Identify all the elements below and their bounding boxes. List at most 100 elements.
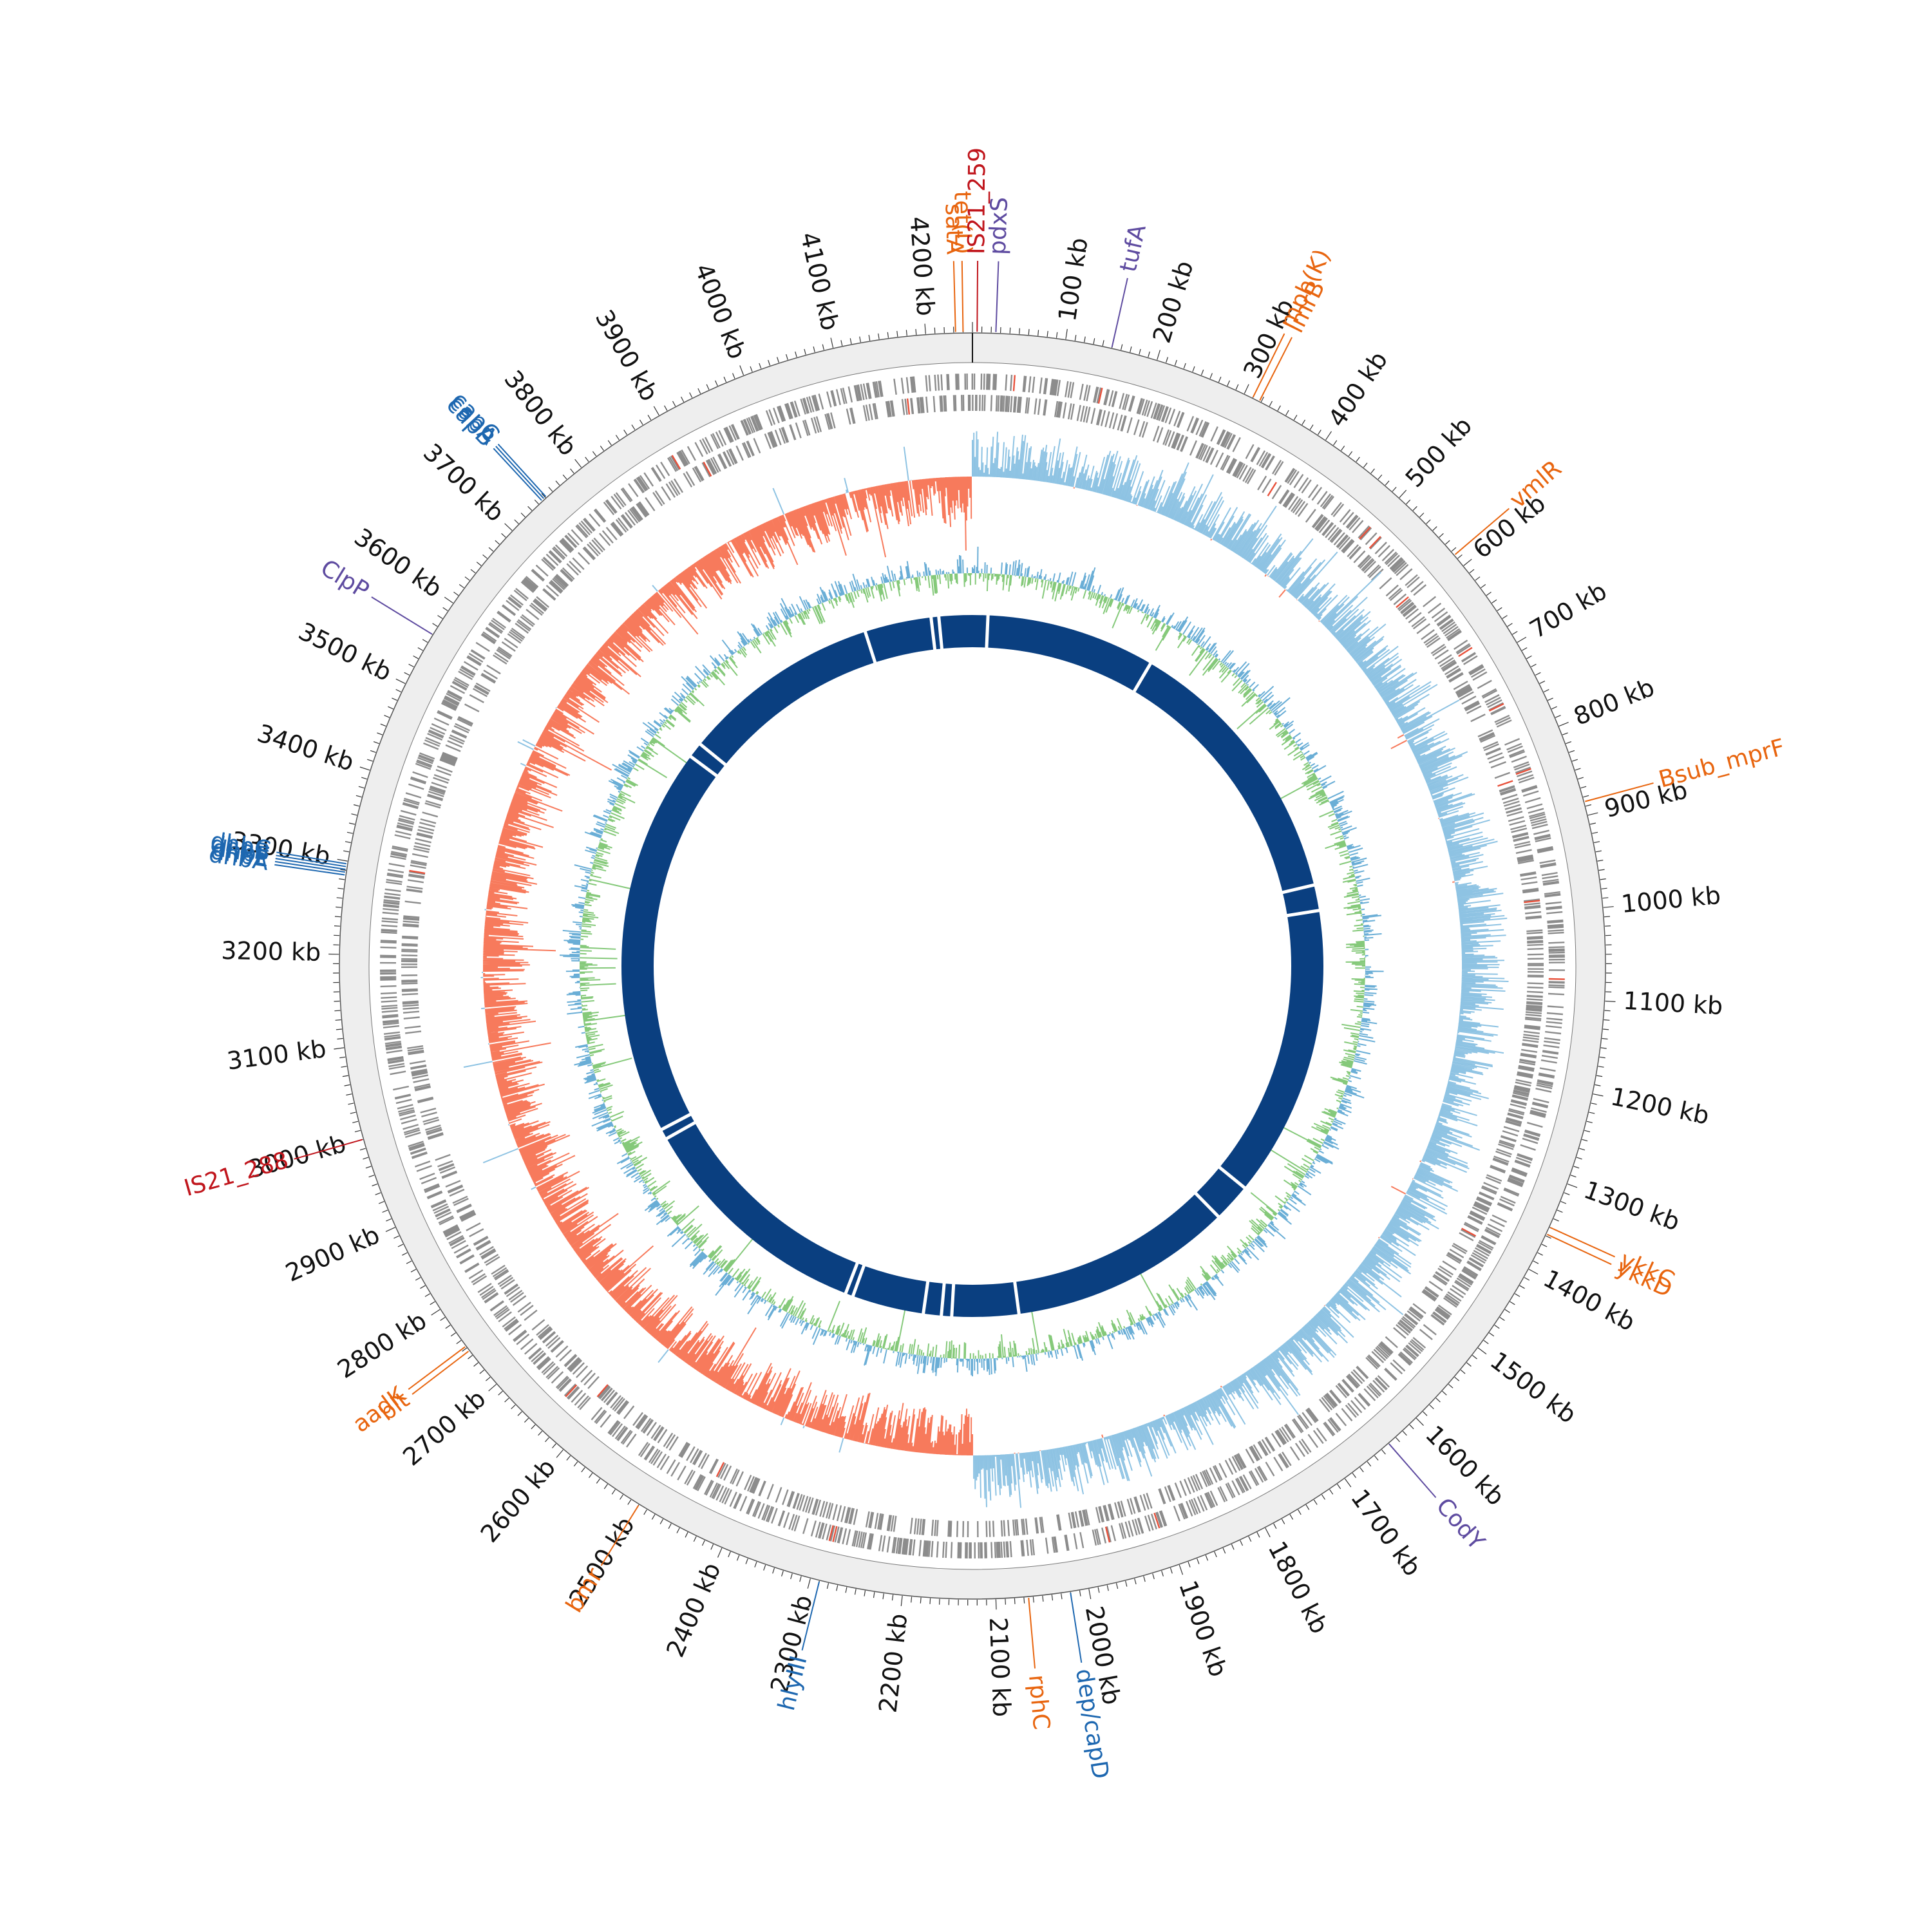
gene-label: Bsub_mprF <box>1656 734 1787 793</box>
gc-below-mean <box>579 573 1366 1359</box>
contig-boundary <box>1132 661 1153 694</box>
tick-label: 1800 kb <box>1263 1537 1334 1638</box>
contig-ring <box>621 614 1323 1318</box>
contig-boundary <box>665 1121 697 1141</box>
annotation-leader <box>1259 337 1293 401</box>
tick-label: 2900 kb <box>281 1220 384 1287</box>
tick-label: 1300 kb <box>1580 1175 1684 1236</box>
tick-label: 3200 kb <box>221 936 321 967</box>
annotation-leader <box>274 860 346 873</box>
contig-boundary <box>921 1280 930 1315</box>
gene-label: IS21_288 <box>182 1147 292 1202</box>
tick-label: 2700 kb <box>397 1384 491 1471</box>
cds-reverse <box>401 394 1544 1538</box>
contig-boundary <box>698 742 728 767</box>
tick-label: 3900 kb <box>590 305 664 406</box>
tick-label: 1100 kb <box>1622 987 1723 1021</box>
contig-boundary <box>1285 908 1321 918</box>
tick-label: 500 kb <box>1400 412 1478 493</box>
gene-label: pdxS <box>985 196 1013 255</box>
contig-boundary <box>950 1282 956 1318</box>
contig-boundary <box>1012 1280 1021 1316</box>
tick-label: 2600 kb <box>475 1454 562 1548</box>
outer-band <box>339 333 1605 1599</box>
inner-edge <box>368 362 1577 1570</box>
tick-label: 1700 kb <box>1345 1484 1427 1581</box>
tick-label: 1600 kb <box>1420 1420 1510 1511</box>
cds-track <box>379 373 1566 1559</box>
contig-boundary <box>659 1112 692 1132</box>
tick-label: 4000 kb <box>689 260 752 363</box>
gc-content-track <box>559 546 1384 1377</box>
tick-label: 3400 kb <box>254 719 357 777</box>
contig-boundary <box>937 615 944 650</box>
gene-label: tufA <box>1115 222 1151 274</box>
annotation-leader <box>497 444 547 497</box>
tick-label: 4200 kb <box>904 215 940 317</box>
tick-marks <box>328 322 1616 1610</box>
gene-label: CodY <box>1431 1493 1490 1555</box>
annotation-leader <box>995 261 999 332</box>
annotation-leader <box>1547 1233 1612 1265</box>
contig-boundary <box>863 630 877 665</box>
tick-label: 600 kb <box>1468 489 1551 564</box>
contig-band <box>621 615 1323 1317</box>
annotation-leader <box>371 596 433 635</box>
contig-boundary <box>985 614 990 649</box>
contig-boundary <box>1217 1165 1247 1190</box>
tick-label: 2400 kb <box>661 1558 726 1662</box>
tick-label: 800 kb <box>1569 673 1658 731</box>
tick-label: 4100 kb <box>795 229 844 333</box>
annotation-leader <box>275 858 346 870</box>
annotation-leader <box>276 855 346 867</box>
annotation-leader <box>952 261 956 332</box>
tick-path <box>328 322 1616 1610</box>
skew-negative <box>482 476 1455 1456</box>
annotation-leader <box>294 1139 363 1160</box>
tick-label: 2200 kb <box>874 1612 913 1714</box>
gene-label: satA <box>940 203 967 255</box>
annotation-leader <box>1111 278 1128 348</box>
annotation-leader <box>1388 1443 1437 1499</box>
cds-highlight <box>409 375 1565 1543</box>
contig-boundary <box>844 1261 860 1295</box>
gene-label: rphC <box>1023 1674 1054 1731</box>
annotation-leader <box>412 1350 469 1395</box>
tick-label: 1200 kb <box>1608 1082 1712 1130</box>
tick-label: 2100 kb <box>984 1616 1016 1717</box>
tick-label: 3100 kb <box>225 1034 328 1075</box>
annotation-leader <box>801 1581 820 1651</box>
tick-label: 1500 kb <box>1485 1346 1582 1428</box>
annotation-leader <box>600 1504 639 1566</box>
tick-label: 1000 kb <box>1620 881 1721 918</box>
gene-label: ClpP <box>316 554 374 604</box>
tick-label: 700 kb <box>1525 576 1612 644</box>
annotation-leader <box>276 851 347 865</box>
annotation-leader <box>1454 507 1510 555</box>
annotation-leader <box>1585 782 1654 802</box>
annotation-leader <box>961 261 964 332</box>
annotation-leader <box>1070 1593 1083 1663</box>
contig-boundary <box>940 1282 946 1318</box>
cds-forward <box>379 373 1566 1559</box>
annotation-leader <box>408 1346 466 1390</box>
tick-label: 3800 kb <box>498 365 582 461</box>
annotation-leader <box>1549 1227 1615 1258</box>
annotation-leader <box>1028 1598 1036 1669</box>
annotation-leader <box>493 448 542 501</box>
gc-above-mean <box>559 546 1384 1377</box>
annotation-leader <box>1252 333 1285 398</box>
tick-label: 3500 kb <box>294 617 396 687</box>
contig-boundary <box>1281 883 1316 895</box>
skew-positive <box>463 431 1509 1508</box>
tick-label: 1900 kb <box>1173 1577 1233 1680</box>
contig-boundary <box>1193 1191 1220 1219</box>
gene-label: IS21_259 <box>963 147 990 254</box>
annotation-leader <box>976 261 979 332</box>
gc-skew-track <box>463 431 1509 1508</box>
tick-label: 400 kb <box>1323 346 1393 432</box>
annotation-leader <box>274 864 345 876</box>
tick-label: 2800 kb <box>332 1306 431 1384</box>
tick-label: 200 kb <box>1147 258 1198 346</box>
